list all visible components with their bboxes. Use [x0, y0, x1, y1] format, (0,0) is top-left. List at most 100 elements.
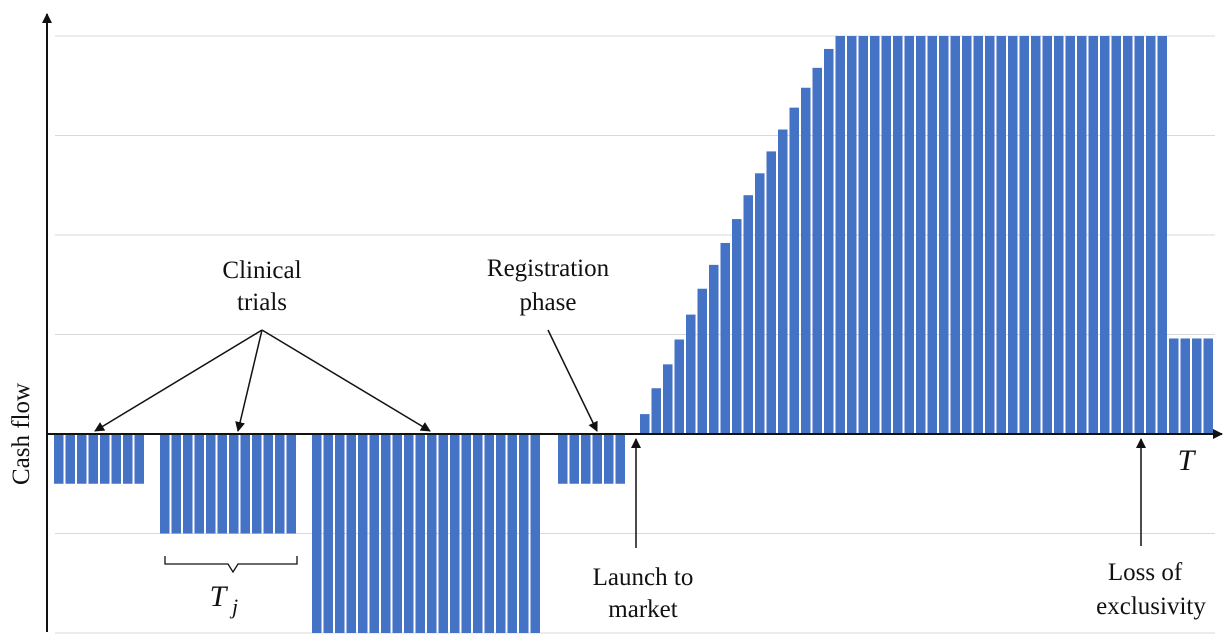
bar [686, 314, 696, 434]
bar [870, 36, 880, 434]
bar [323, 434, 333, 633]
bar [1134, 36, 1144, 434]
bar [581, 434, 591, 484]
bar [973, 36, 983, 434]
bar [346, 434, 356, 633]
bar [111, 434, 121, 484]
bar [1203, 338, 1213, 434]
bar [789, 107, 799, 434]
bar [263, 434, 273, 534]
bar [709, 264, 719, 434]
bars [54, 36, 1213, 633]
bar [88, 434, 98, 484]
bar [275, 434, 285, 534]
bar [1111, 36, 1121, 434]
bar [558, 434, 568, 484]
bar [183, 434, 193, 534]
bar [206, 434, 216, 534]
bar [1042, 36, 1052, 434]
annotation-clinical-trials: Clinical trials [94, 257, 431, 432]
bar [404, 434, 414, 633]
bar [824, 48, 834, 434]
bar [100, 434, 110, 484]
bar [392, 434, 402, 633]
arrow-to-trial-2 [235, 329, 263, 432]
arrow-to-trial-3 [261, 329, 431, 432]
gridlines [55, 35, 1215, 634]
bar [160, 434, 170, 534]
annotation-registration-phase: Registration phase [487, 255, 610, 432]
bar [604, 434, 614, 484]
bar [484, 434, 494, 633]
bar [1019, 36, 1029, 434]
brace-subscript: j [229, 594, 238, 619]
bar [732, 219, 742, 434]
bar [674, 339, 684, 434]
bar [519, 434, 529, 633]
bar [615, 434, 625, 484]
bar [252, 434, 262, 534]
y-axis-label: Cash flow [8, 383, 35, 485]
bar [171, 434, 181, 534]
arrow-to-registration [547, 329, 598, 432]
annotation-registration-line-2: phase [520, 289, 577, 316]
annotation-loss-line-2: exclusivity [1096, 593, 1206, 620]
annotation-loss-line-1: Loss of [1108, 559, 1183, 586]
bar [1192, 338, 1202, 434]
bar [916, 36, 926, 434]
annotation-clinical-line-1: Clinical [222, 257, 301, 284]
bar [134, 434, 144, 484]
bar [847, 36, 857, 434]
bar [985, 36, 995, 434]
bar [835, 36, 845, 434]
bar [939, 36, 949, 434]
bar [1065, 36, 1075, 434]
bar [1180, 338, 1190, 434]
bar [766, 151, 776, 435]
bar [904, 36, 914, 434]
bar [77, 434, 87, 484]
bar [1077, 36, 1087, 434]
bar [1008, 36, 1018, 434]
bar [697, 288, 707, 434]
annotation-clinical-line-2: trials [237, 289, 287, 316]
bar [473, 434, 483, 633]
annotation-registration-line-1: Registration [487, 255, 610, 282]
bar [415, 434, 425, 633]
bar [65, 434, 75, 484]
annotation-launch-to-market: Launch to market [593, 438, 693, 623]
bar [461, 434, 471, 633]
bar [1123, 36, 1133, 434]
bar [358, 434, 368, 633]
brace-shape [164, 556, 298, 574]
bar [1054, 36, 1064, 434]
annotation-launch-line-2: market [608, 596, 677, 623]
bar [507, 434, 517, 633]
bar [755, 173, 765, 434]
annotation-loss-of-exclusivity: Loss of exclusivity [1096, 438, 1206, 620]
bar [881, 36, 891, 434]
arrow-to-trial-1 [94, 329, 263, 432]
bar [801, 87, 811, 435]
bar [962, 36, 972, 434]
bar [427, 434, 437, 633]
bar [778, 129, 788, 434]
bar [927, 36, 937, 434]
bar [1031, 36, 1041, 434]
bar [496, 434, 506, 633]
bar [812, 67, 822, 434]
bar [123, 434, 133, 484]
bar [450, 434, 460, 633]
bar [217, 434, 227, 534]
bar [438, 434, 448, 633]
bar [663, 364, 673, 434]
bar [569, 434, 579, 484]
bar [312, 434, 322, 633]
bar [1169, 338, 1179, 434]
bar [1157, 36, 1167, 434]
bar [1100, 36, 1110, 434]
bar [592, 434, 602, 484]
bar [240, 434, 250, 534]
bar [381, 434, 391, 633]
